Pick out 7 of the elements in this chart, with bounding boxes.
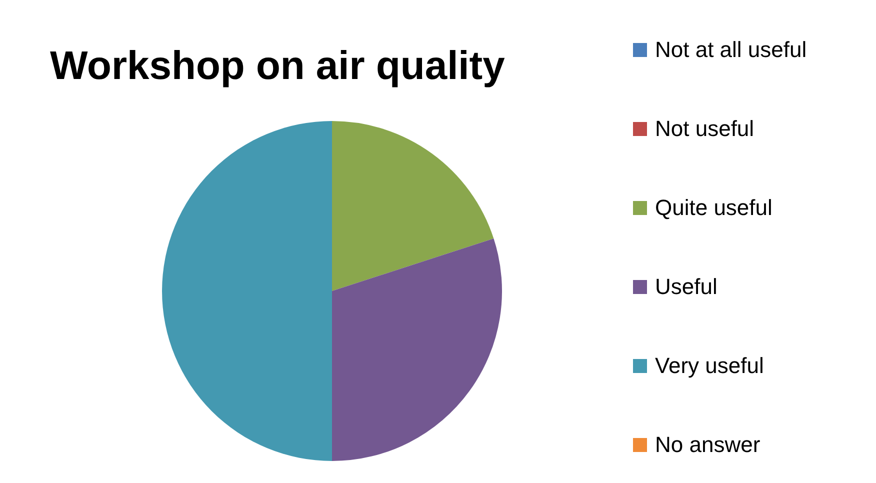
legend-label: No answer: [655, 432, 760, 458]
legend-label: Quite useful: [655, 194, 772, 220]
chart-title: Workshop on air quality: [50, 44, 505, 89]
legend-label: Very useful: [655, 352, 764, 378]
legend-label: Not useful: [655, 116, 754, 142]
legend-label: Not at all useful: [655, 36, 807, 62]
legend-label: Useful: [655, 274, 718, 300]
